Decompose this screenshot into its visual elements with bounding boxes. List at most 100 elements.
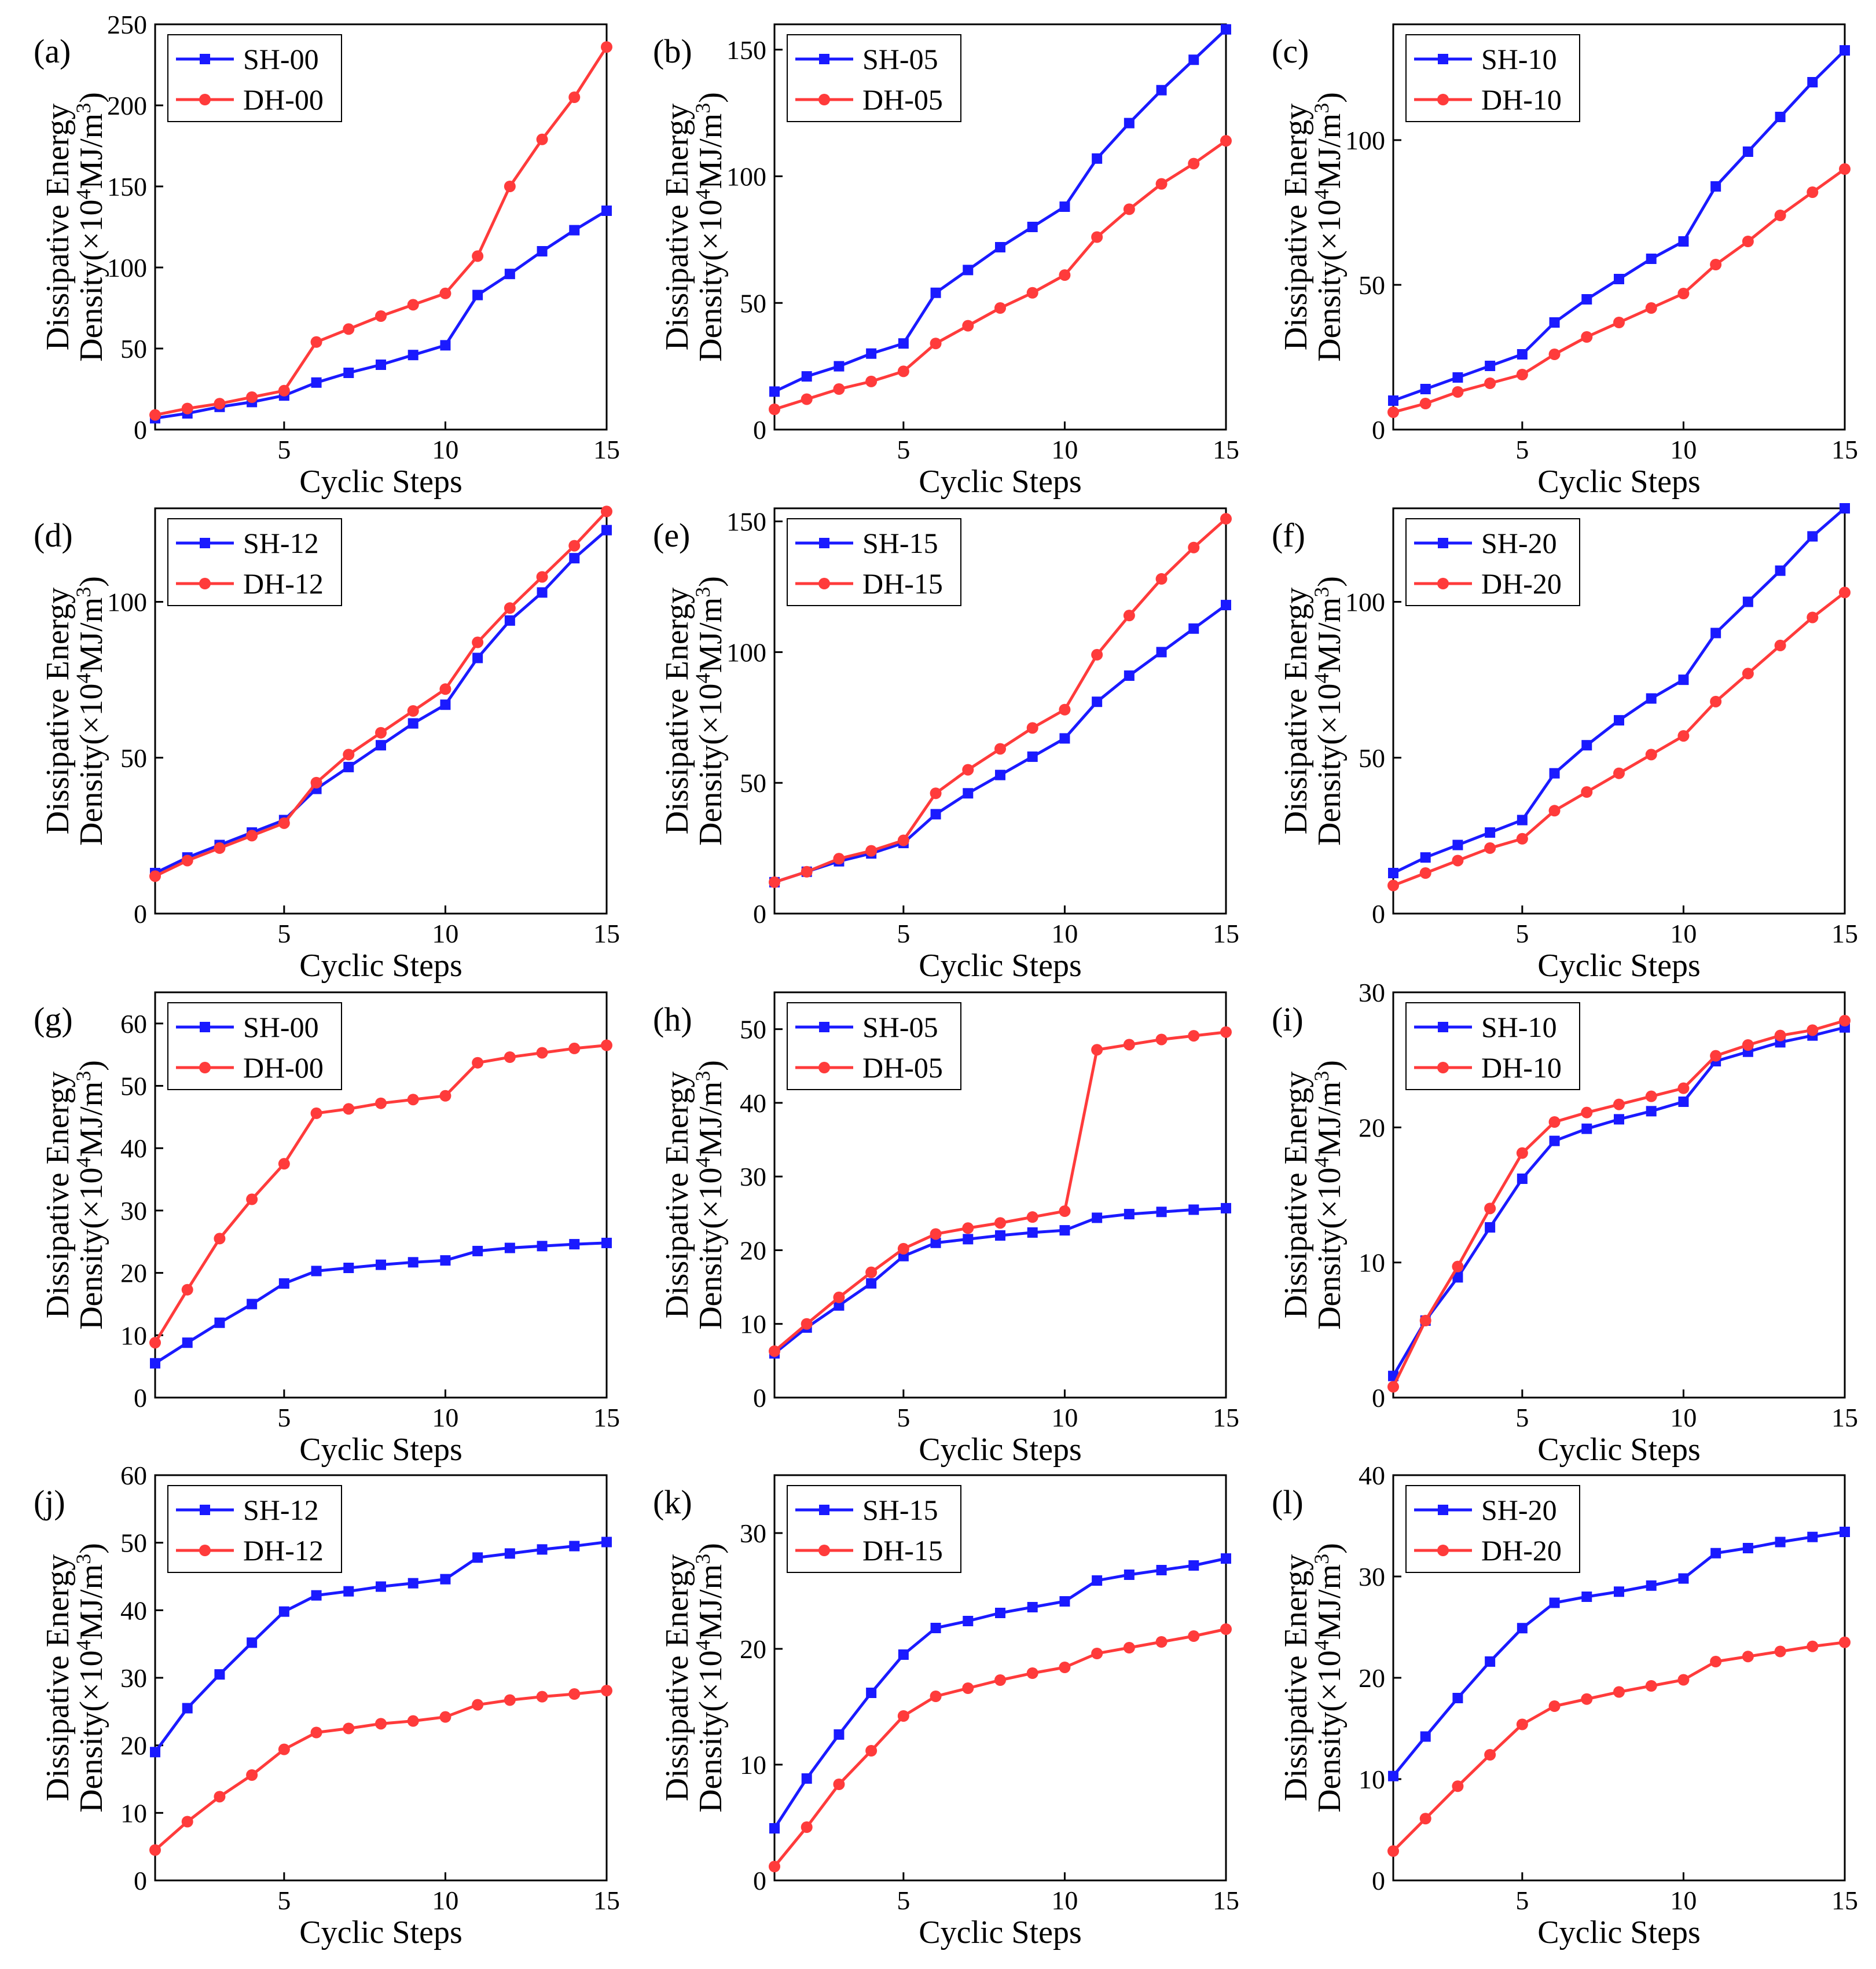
- data-point: [1677, 730, 1690, 742]
- data-point: [1484, 1202, 1496, 1215]
- data-point: [897, 1242, 909, 1255]
- legend-label: DH-05: [862, 83, 943, 116]
- data-point: [569, 1239, 580, 1250]
- x-tick-label: 5: [897, 435, 910, 464]
- data-point: [1026, 1667, 1038, 1679]
- panel-label: (e): [653, 516, 690, 554]
- data-point: [375, 1718, 387, 1730]
- data-point: [1026, 1211, 1038, 1223]
- data-point: [407, 1715, 419, 1727]
- x-tick-label: 5: [1515, 1403, 1529, 1432]
- y-axis-title-superscript: 3: [72, 1071, 95, 1081]
- data-point: [1091, 1648, 1103, 1659]
- legend-box: [787, 1485, 961, 1573]
- data-point: [1839, 586, 1851, 599]
- data-point: [1420, 852, 1431, 863]
- data-point: [1742, 1651, 1754, 1663]
- legend-swatch-marker: [199, 1545, 211, 1556]
- data-point: [1420, 1731, 1431, 1742]
- data-point: [1710, 1656, 1722, 1667]
- y-axis-title-part: MJ/m: [1312, 1564, 1348, 1640]
- y-axis-title-part: Density(×10: [74, 1167, 109, 1329]
- y-axis-title-line1: Dissipative Energy: [1278, 1072, 1314, 1319]
- x-tick-label: 10: [432, 919, 458, 948]
- data-point: [504, 269, 515, 280]
- data-point: [439, 1711, 451, 1723]
- data-point: [1452, 372, 1463, 383]
- data-point: [994, 1674, 1006, 1686]
- y-axis-title-line2: Density(×104MJ/m3): [72, 576, 109, 846]
- data-point: [1549, 1597, 1560, 1608]
- data-point: [1092, 1575, 1103, 1586]
- data-point: [1548, 1700, 1561, 1712]
- x-tick-label: 15: [1831, 435, 1858, 464]
- data-point: [1124, 670, 1135, 681]
- data-point: [930, 1691, 942, 1702]
- legend-label: DH-10: [1481, 83, 1562, 116]
- plot-frame: [154, 507, 608, 915]
- data-point: [1775, 112, 1786, 122]
- legend: SH-00 DH-00: [167, 34, 342, 122]
- data-point: [995, 769, 1005, 780]
- data-point: [1742, 668, 1754, 680]
- data-point: [769, 876, 780, 888]
- data-point: [1774, 1029, 1786, 1042]
- data-point: [833, 383, 845, 395]
- series-SH-10: [1388, 45, 1850, 406]
- data-point: [537, 246, 548, 256]
- x-tick-label: 15: [1213, 1886, 1239, 1915]
- y-axis-title-superscript: 3: [1310, 587, 1333, 597]
- data-point: [962, 1682, 974, 1694]
- y-axis-title-line1: Dissipative Energy: [40, 1072, 76, 1319]
- y-tick-label: 50: [740, 288, 766, 318]
- data-point: [1059, 201, 1070, 212]
- y-tick-label: 0: [1372, 415, 1385, 445]
- series-DH-15: [769, 513, 1232, 888]
- legend-label: DH-20: [1481, 1534, 1562, 1567]
- data-point: [376, 1259, 386, 1270]
- data-point: [1517, 815, 1528, 826]
- y-axis-title-superscript: 3: [72, 103, 95, 113]
- data-point: [1059, 1596, 1070, 1607]
- data-point: [343, 1103, 355, 1115]
- data-point: [1484, 842, 1496, 854]
- data-point: [376, 1581, 386, 1592]
- data-point: [1839, 163, 1851, 175]
- data-point: [150, 1747, 160, 1758]
- series-DH-05: [769, 135, 1232, 415]
- data-point: [833, 1779, 845, 1790]
- data-point: [1807, 186, 1819, 198]
- panel-label: (h): [653, 1000, 692, 1038]
- data-point: [1027, 1602, 1038, 1612]
- data-point: [1026, 722, 1038, 734]
- data-point: [1613, 1098, 1625, 1110]
- legend-box: [787, 518, 961, 606]
- data-point: [995, 1230, 1005, 1241]
- data-point: [601, 1237, 612, 1248]
- data-point: [1516, 833, 1528, 845]
- data-point: [1485, 361, 1496, 371]
- y-tick-label: 50: [120, 1528, 147, 1558]
- series-DH-12: [149, 505, 612, 882]
- y-axis-title-part: ): [693, 1060, 729, 1071]
- data-point: [1156, 85, 1167, 96]
- data-point: [1452, 855, 1464, 867]
- y-axis-title-part: Density(×10: [1312, 199, 1348, 361]
- y-axis-title-part: Density(×10: [693, 199, 729, 361]
- data-point: [181, 1284, 193, 1296]
- plot-frame: [1392, 23, 1846, 431]
- y-axis-title-superscript: 4: [691, 189, 714, 199]
- data-point: [278, 384, 290, 397]
- y-axis-title-line1: Dissipative Energy: [659, 104, 695, 351]
- data-point: [375, 727, 387, 739]
- data-point: [1091, 648, 1103, 661]
- y-axis-title-part: MJ/m: [74, 1564, 109, 1640]
- x-tick-label: 15: [1213, 1403, 1239, 1432]
- y-axis-title-superscript: 4: [1310, 1640, 1333, 1650]
- data-point: [1678, 674, 1689, 685]
- x-tick-label: 10: [1670, 435, 1697, 464]
- data-point: [1807, 1024, 1819, 1036]
- x-tick-label: 15: [1831, 1886, 1858, 1915]
